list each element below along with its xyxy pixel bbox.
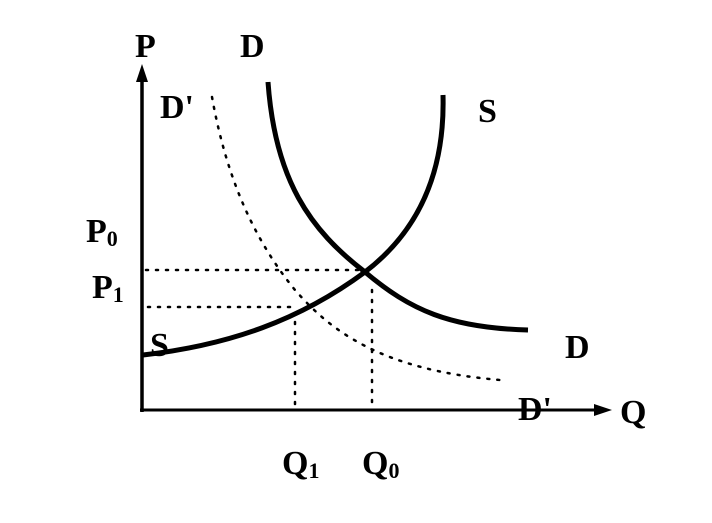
demand-shifted-label-top: D'	[160, 89, 194, 126]
demand-curve-shifted	[210, 95, 502, 382]
demand-label-top: D	[240, 28, 265, 65]
y-axis-label: P	[135, 28, 156, 65]
q1-label: Q1	[282, 445, 319, 483]
q0-label: Q0	[362, 445, 399, 483]
y-axis-arrow	[136, 64, 148, 82]
demand-shifted-label-bottom: D'	[518, 391, 552, 428]
supply-label-top: S	[478, 93, 497, 130]
demand-label-bottom: D	[565, 329, 590, 366]
supply-label-bottom: S	[150, 327, 169, 364]
supply-curve	[142, 94, 446, 358]
p1-label: P1	[92, 269, 124, 307]
p0-label: P0	[86, 213, 118, 251]
x-axis-label: Q	[620, 394, 646, 431]
x-axis-arrow	[594, 404, 612, 416]
